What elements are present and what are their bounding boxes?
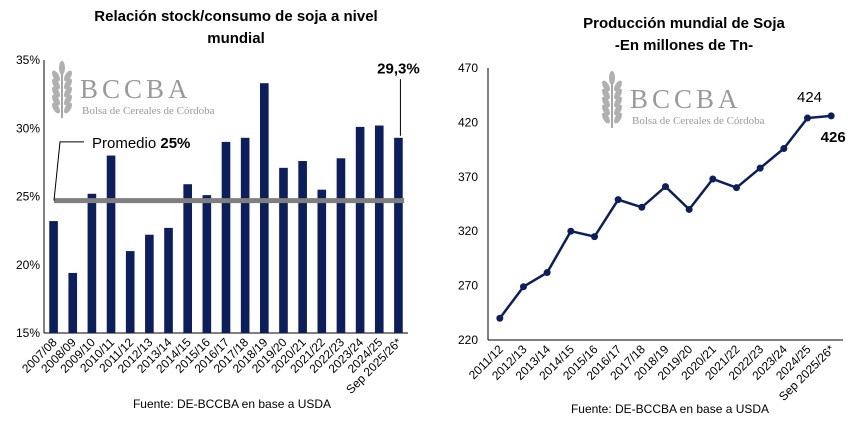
bar [164,227,173,333]
x-tick-label: 2014/15 [536,342,577,383]
data-point [662,183,669,191]
average-label: Promedio 25% [92,135,190,152]
data-point [638,203,646,211]
bar [145,234,154,333]
x-tick-label: Sep 2025/26* [776,342,838,404]
bar [394,137,403,333]
data-point [543,269,551,277]
chart2-title-line2: -En millones de Tn- [615,37,753,54]
x-tick-label: 2022/23 [726,342,767,383]
x-tick-label: 2016/17 [584,342,625,383]
bar [279,167,288,333]
data-point [804,114,811,122]
production-line [498,114,832,319]
y-tick-label: 15% [16,326,40,340]
bar [202,195,212,333]
data-point [685,205,693,213]
bar [298,161,307,333]
last-value-label: 426 [821,129,846,146]
stock-consumption-chart: Relación stock/consumo de soja a nivel m… [16,8,420,411]
bar [260,83,269,333]
y-tick-label: 30% [16,121,40,135]
y-tick-label: 220 [458,333,478,347]
bar [336,158,346,333]
bar [221,141,231,333]
x-tick-label: 2019/20 [655,342,696,383]
chart1-title-line1: Relación stock/consumo de soja a nivel [94,8,377,25]
chart1-source: Fuente: DE-BCCBA en base a USDA [133,397,331,411]
data-point [496,314,504,322]
chart1-title-line2: mundial [207,30,265,47]
x-tick-label: 2024/25 [773,342,814,383]
chart2-source: Fuente: DE-BCCBA en base a USDA [571,402,769,416]
y-tick-label: 470 [458,61,478,75]
bar [240,137,250,333]
bar [355,126,365,333]
bar [374,125,384,334]
logo-wordmark: BCCBA [80,74,192,104]
y-tick-label: 35% [16,53,40,67]
x-tick-label: 2011/12 [466,342,506,382]
bar [317,189,327,333]
logo-subtitle: Bolsa de Cereales de Córdoba [82,105,215,117]
y-tick-label: 20% [16,258,40,272]
x-tick-label: 2013/14 [513,342,554,383]
bar [87,193,97,333]
data-point [733,184,740,192]
logo-subtitle: Bolsa de Cereales de Córdoba [632,115,765,127]
bar [106,155,116,333]
x-tick-label: 2017/18 [607,342,648,383]
average-callout-line [53,141,84,201]
prev-value-label: 424 [797,89,822,106]
y-tick-label: 270 [458,279,478,293]
y-tick-label: 320 [458,224,478,238]
logo-wordmark: BCCBA [630,84,742,114]
x-tick-label: 2012/13 [489,342,530,383]
y-tick-label: 25% [16,190,40,204]
y-tick-label: 370 [458,170,478,184]
x-tick-label: 2023/24 [749,342,790,383]
x-tick-label: 2015/16 [560,342,601,383]
y-tick-label: 420 [458,115,478,129]
chart2-title-line1: Producción mundial de Soja [583,15,785,32]
wheat-icon [602,71,622,128]
data-point [780,145,788,153]
bar [125,251,135,333]
data-point [567,227,575,235]
data-point [520,283,527,291]
bar [183,184,192,333]
bar [68,272,78,333]
wheat-icon [52,61,72,118]
x-tick-label: 2018/19 [631,342,672,383]
bar [49,221,58,333]
data-point [709,175,717,183]
data-point [827,112,835,120]
data-point [614,196,622,204]
x-tick-label: 2020/21 [678,342,719,383]
last-value-label: 29,3% [377,61,420,78]
data-point [591,233,598,241]
x-tick-label: 2021/22 [702,342,743,383]
data-point [756,164,764,172]
